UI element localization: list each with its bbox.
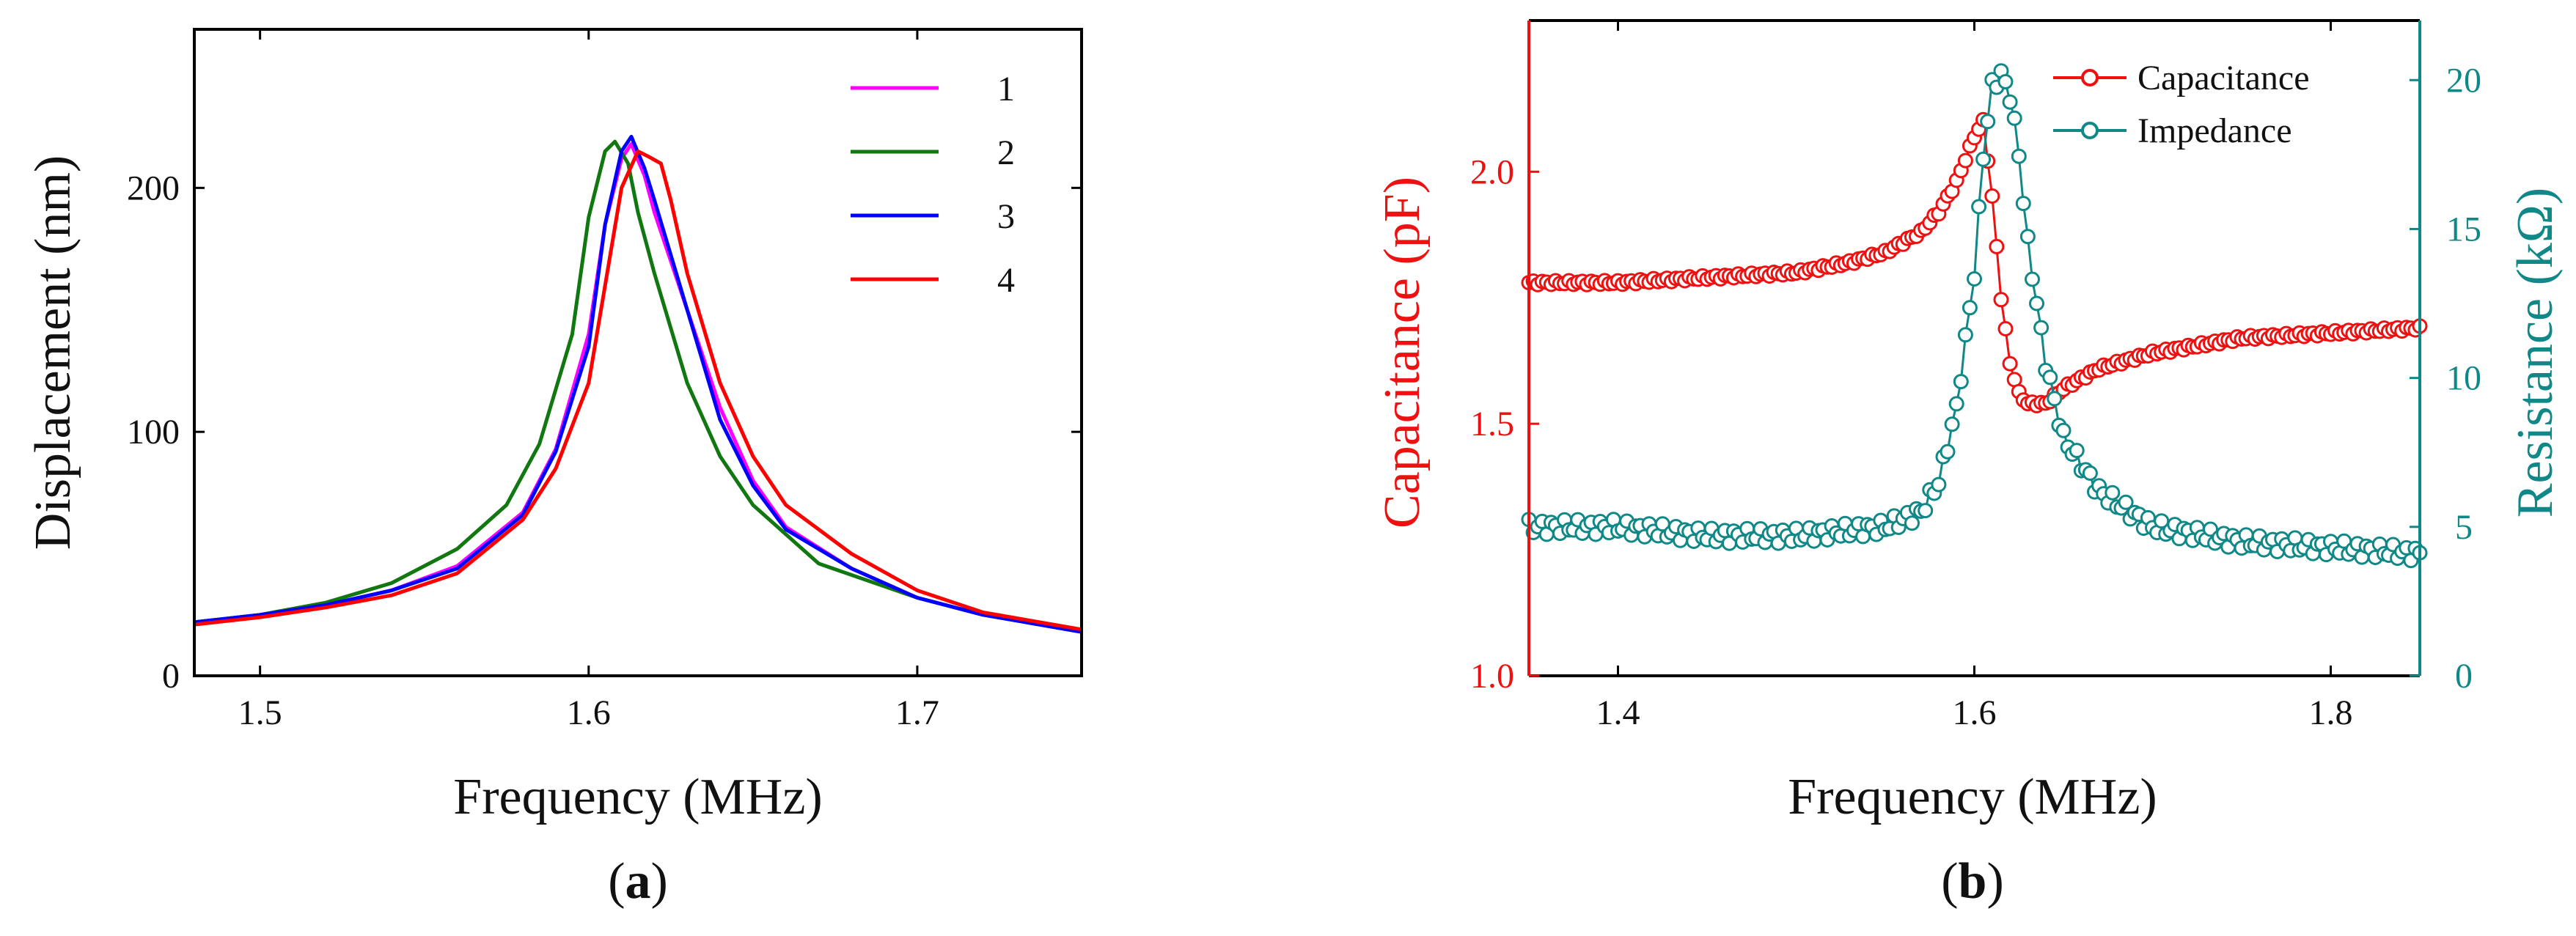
panel-a-curves bbox=[194, 134, 1082, 634]
data-point-impedance bbox=[1975, 151, 1992, 167]
x-tick-label: 1.8 bbox=[2309, 693, 2353, 732]
x-tick-label: 1.7 bbox=[895, 693, 939, 732]
data-point-impedance bbox=[1980, 114, 1996, 130]
data-point-impedance bbox=[2082, 465, 2098, 481]
data-point-impedance bbox=[1957, 327, 1973, 343]
right-y-tick-label: 0 bbox=[2455, 657, 2473, 696]
left-y-tick-label: 2.0 bbox=[1470, 152, 1514, 191]
right-y-tick-label: 5 bbox=[2455, 508, 2473, 547]
data-point-capacitance bbox=[1997, 321, 2014, 336]
legend-label-4: 4 bbox=[997, 261, 1015, 300]
right-y-tick-label: 10 bbox=[2446, 359, 2481, 398]
panel-a-x-ticks: 1.5 1.6 1.7 bbox=[238, 29, 939, 732]
panel-b-left-y-axis-title: Capacitance (pF) bbox=[1374, 177, 1431, 528]
data-point-impedance bbox=[2047, 391, 2063, 407]
legend-marker-capacitance bbox=[2081, 69, 2099, 86]
y-tick-label: 0 bbox=[162, 657, 180, 696]
panel-a-legend: 1 2 3 4 bbox=[851, 70, 1015, 300]
panel-b-legend: Capacitance Impedance bbox=[2053, 59, 2310, 150]
data-point-capacitance bbox=[1989, 238, 2005, 254]
legend-label-1: 1 bbox=[997, 70, 1015, 108]
panel-b-x-ticks: 1.4 1.6 1.8 bbox=[1596, 21, 2353, 732]
panel-a-chart: 1.5 1.6 1.7 0 100 200 1 2 3 4 Frequency (MHz… bbox=[25, 28, 1083, 910]
panel-b-right-y-ticks: 0 5 10 15 20 bbox=[2410, 61, 2481, 696]
data-point-impedance bbox=[2006, 110, 2022, 126]
x-tick-label: 1.4 bbox=[1596, 693, 1640, 732]
legend-marker-impedance bbox=[2081, 122, 2099, 139]
legend-label-3: 3 bbox=[997, 197, 1015, 236]
data-point-impedance bbox=[1997, 74, 2014, 89]
panel-a-x-axis-title: Frequency (MHz) bbox=[453, 769, 822, 825]
data-point-impedance bbox=[1944, 416, 1960, 432]
left-y-tick-label: 1.0 bbox=[1470, 657, 1514, 696]
panel-a-label: (a) bbox=[608, 853, 668, 910]
left-y-tick-label: 1.5 bbox=[1470, 405, 1514, 443]
data-point-impedance bbox=[2029, 295, 2044, 312]
panel-a-plot-frame bbox=[193, 28, 1083, 677]
legend-label-capacitance: Capacitance bbox=[2138, 59, 2310, 97]
data-point-impedance bbox=[1948, 396, 1964, 412]
data-point-capacitance bbox=[1993, 292, 2009, 308]
curve-series-3 bbox=[194, 134, 1082, 634]
data-point-impedance bbox=[2002, 94, 2018, 110]
data-point-impedance bbox=[1967, 271, 1982, 287]
data-point-impedance bbox=[1953, 374, 1969, 390]
legend-label-2: 2 bbox=[997, 133, 1015, 172]
curve-series-2 bbox=[194, 139, 1082, 634]
data-point-impedance bbox=[2033, 320, 2050, 336]
data-point-impedance bbox=[1931, 476, 1947, 493]
curve-series-4 bbox=[194, 149, 1082, 632]
y-tick-label: 200 bbox=[127, 169, 180, 207]
x-tick-label: 1.5 bbox=[238, 693, 282, 732]
data-point-impedance bbox=[2042, 369, 2058, 386]
data-point-impedance bbox=[1940, 443, 1956, 460]
y-tick-label: 100 bbox=[127, 413, 180, 452]
legend-label-impedance: Impedance bbox=[2138, 111, 2292, 150]
panel-b-right-y-axis-title: Resistance (kΩ) bbox=[2507, 188, 2564, 518]
data-point-impedance bbox=[2019, 229, 2036, 245]
data-point-capacitance bbox=[2002, 355, 2018, 372]
data-point-impedance bbox=[1904, 515, 1920, 531]
panel-a-y-ticks: 0 100 200 bbox=[127, 169, 1082, 696]
data-point-impedance bbox=[2015, 196, 2031, 212]
data-point-capacitance bbox=[1984, 188, 2000, 204]
x-tick-label: 1.6 bbox=[1953, 693, 1997, 732]
data-point-impedance bbox=[2055, 422, 2072, 438]
right-y-tick-label: 15 bbox=[2446, 210, 2481, 248]
x-tick-label: 1.6 bbox=[567, 693, 611, 732]
panel-b-left-y-ticks: 1.0 1.5 2.0 bbox=[1470, 152, 1539, 696]
data-point-impedance bbox=[1962, 300, 1978, 316]
panel-b-label: (b) bbox=[1941, 853, 2004, 910]
data-point-impedance bbox=[2105, 484, 2121, 501]
panel-b-chart: 1.4 1.6 1.8 1.0 1.5 2.0 0 5 10 15 20 Capacitance… bbox=[1374, 19, 2564, 910]
data-point-impedance bbox=[2025, 271, 2040, 287]
right-y-tick-label: 20 bbox=[2446, 61, 2481, 100]
data-point-impedance bbox=[2011, 148, 2027, 164]
data-point-impedance bbox=[2118, 494, 2134, 510]
panel-b-x-axis-title: Frequency (MHz) bbox=[1788, 769, 2157, 825]
data-point-impedance bbox=[1971, 199, 1987, 215]
data-point-capacitance bbox=[1957, 152, 1973, 169]
panel-a-y-axis-title: Displacement (nm) bbox=[25, 155, 81, 550]
data-point-impedance bbox=[1918, 503, 1934, 519]
panel-b-series bbox=[1521, 63, 2428, 569]
data-point-impedance bbox=[2069, 443, 2085, 459]
